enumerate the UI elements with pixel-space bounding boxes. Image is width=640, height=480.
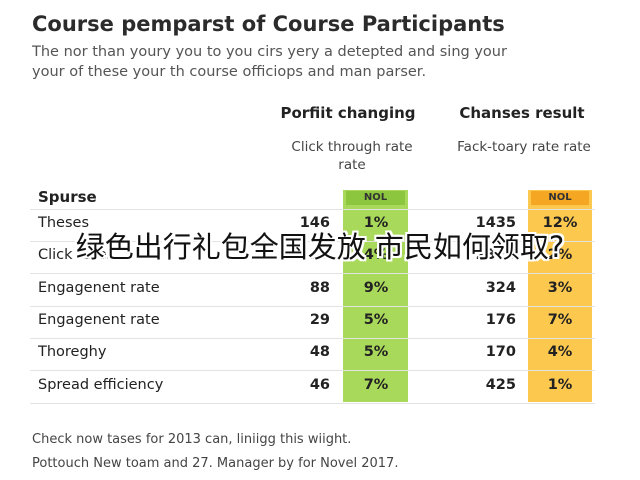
- cell-rate: 12%: [542, 215, 578, 231]
- cell-rate: 5%: [363, 311, 389, 328]
- row-label: Engagenent rate: [38, 279, 160, 296]
- row-label: Thoreghy: [38, 344, 107, 361]
- cell-rate: 4%: [363, 247, 389, 264]
- sub-header: Fack-toary rate rate: [457, 139, 591, 155]
- cell-count: 29: [309, 311, 330, 328]
- cell-count: 88: [309, 279, 330, 296]
- cell-count: 48: [309, 344, 330, 361]
- cell-count: 170: [485, 344, 516, 361]
- sub-header: Click through rate rate: [291, 139, 413, 173]
- cell-count: 11: [309, 247, 330, 264]
- cell-rate: 7%: [363, 376, 389, 393]
- cell-rate: 2%: [547, 247, 573, 264]
- separator: [30, 370, 595, 372]
- cell-count: 176: [485, 311, 516, 328]
- cell-count: 425: [485, 376, 516, 393]
- badge: NOL: [346, 191, 405, 205]
- overlay-caption: 绿色出行礼包全国发放 市民如何领取?: [75, 230, 565, 264]
- row-header: Spurse: [38, 188, 97, 206]
- cell-rate: 1%: [547, 376, 573, 393]
- footer-line: Pottouch New toam and 27. Manager by for…: [32, 456, 399, 471]
- row-label: Click rates: [38, 247, 115, 264]
- green-column: [343, 190, 408, 402]
- separator: [30, 305, 595, 307]
- cell-rate: 7%: [547, 311, 573, 328]
- group-header: Chanses result: [459, 104, 585, 122]
- orange-column: [528, 190, 592, 402]
- row-label: Theses: [38, 215, 89, 231]
- group-header: Porfiit changing: [280, 104, 416, 122]
- cell-count: 1435: [475, 215, 516, 231]
- separator: [30, 273, 595, 275]
- cell-rate: 9%: [363, 279, 389, 296]
- subtitle: your of these your th course officiops a…: [32, 64, 427, 80]
- badge: NOL: [531, 191, 589, 205]
- cell-rate: 4%: [547, 344, 573, 361]
- cell-rate: 3%: [547, 279, 573, 296]
- separator: [30, 402, 595, 404]
- footer-line: Check now tases for 2013 can, liniigg th…: [32, 432, 352, 447]
- cell-count: 146: [299, 215, 330, 231]
- separator: [30, 209, 595, 210]
- separator: [30, 337, 595, 339]
- separator: [30, 241, 595, 242]
- cell-count: 46: [309, 376, 330, 393]
- row-label: Engagenent rate: [38, 311, 160, 328]
- subtitle: The nor than youry you to you cirs yery …: [32, 44, 507, 60]
- cell-rate: 5%: [363, 344, 389, 361]
- row-label: Spread efficiency: [38, 376, 164, 393]
- cell-rate: 1%: [363, 215, 389, 231]
- cell-count: 2328: [475, 247, 516, 264]
- title: Course pemparst of Course Participants: [32, 12, 505, 36]
- cell-count: 324: [485, 279, 516, 296]
